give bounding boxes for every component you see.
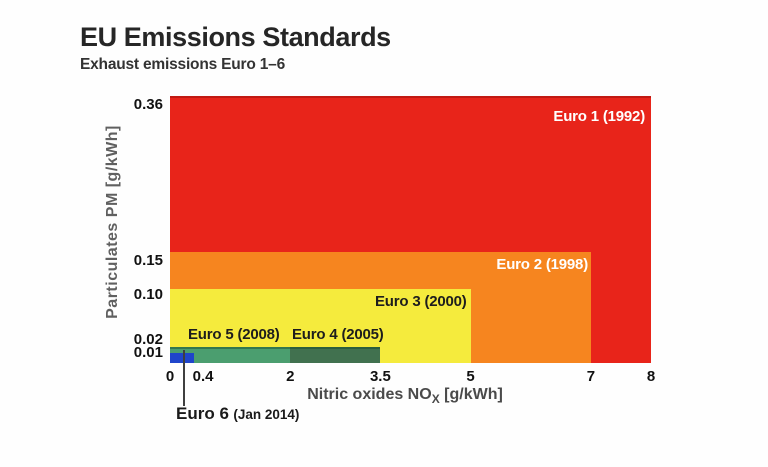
euro6-label: Euro 6 (Jan 2014) bbox=[176, 404, 299, 424]
standard-label-euro5: Euro 5 (2008) bbox=[188, 326, 280, 343]
standard-area-euro6 bbox=[170, 353, 195, 363]
y-tick-0.15: 0.15 bbox=[133, 251, 163, 269]
x-tick-7: 7 bbox=[586, 368, 596, 385]
page-title: EU Emissions Standards bbox=[80, 22, 391, 52]
x-axis-title-suffix: [g/kWh] bbox=[439, 386, 503, 403]
euro6-label-name: Euro 6 bbox=[176, 404, 229, 423]
x-tick-0: 0 bbox=[165, 368, 175, 385]
euro6-callout-line bbox=[183, 350, 185, 406]
y-tick-0.01: 0.01 bbox=[133, 343, 163, 361]
x-tick-0.4: 0.4 bbox=[192, 368, 214, 385]
standard-label-euro2: Euro 2 (1998) bbox=[496, 256, 588, 273]
standard-label-euro1: Euro 1 (1992) bbox=[553, 108, 645, 125]
standard-label-euro3: Euro 3 (2000) bbox=[375, 293, 467, 310]
x-tick-2: 2 bbox=[286, 368, 295, 385]
x-tick-5: 5 bbox=[466, 368, 475, 385]
y-tick-0.02: 0.02 bbox=[133, 331, 163, 349]
standard-label-euro4: Euro 4 (2005) bbox=[292, 326, 384, 343]
plot-area: Euro 1 (1992) Euro 2 (1998) Euro 3 (2000) E… bbox=[170, 96, 651, 363]
x-tick-3.5: 3.5 bbox=[369, 368, 391, 385]
euro6-label-date: (Jan 2014) bbox=[233, 407, 300, 422]
standard-area-euro5 bbox=[170, 347, 291, 363]
x-axis-title-subscript: X bbox=[431, 392, 440, 407]
y-tick-0.10: 0.10 bbox=[133, 285, 163, 303]
x-axis-title: Nitric oxides NOX [g/kWh] bbox=[255, 386, 555, 406]
x-tick-8: 8 bbox=[646, 368, 656, 385]
y-tick-0.36: 0.36 bbox=[133, 96, 163, 113]
page-subtitle: Exhaust emissions Euro 1–6 bbox=[80, 56, 285, 73]
x-axis-title-prefix: Nitric oxides NO bbox=[307, 386, 432, 403]
